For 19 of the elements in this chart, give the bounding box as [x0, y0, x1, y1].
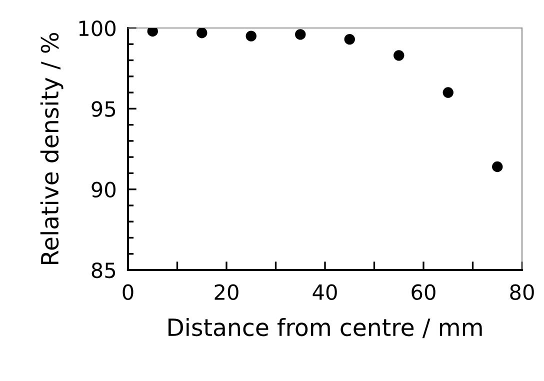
point — [295, 29, 306, 40]
point — [196, 28, 208, 38]
y-tick-label: 100 — [79, 20, 116, 36]
x-tick-label: 0 — [122, 284, 134, 300]
x-axis-title: Distance from centre / mm — [168, 318, 482, 338]
point — [394, 50, 404, 61]
y-tick-label: 95 — [92, 101, 116, 117]
x-tick-label: 40 — [312, 284, 337, 300]
point — [492, 161, 503, 172]
y-tick-label: 85 — [92, 262, 116, 278]
x-tick-label: 20 — [214, 284, 238, 300]
point — [147, 28, 158, 37]
point — [344, 34, 355, 45]
x-tick-label: 80 — [510, 284, 534, 300]
point — [246, 30, 256, 42]
y-axis-title: Relative density / % — [40, 32, 64, 264]
x-tick-label: 60 — [412, 284, 436, 300]
y-tick-label: 90 — [92, 182, 116, 198]
point — [442, 87, 454, 98]
